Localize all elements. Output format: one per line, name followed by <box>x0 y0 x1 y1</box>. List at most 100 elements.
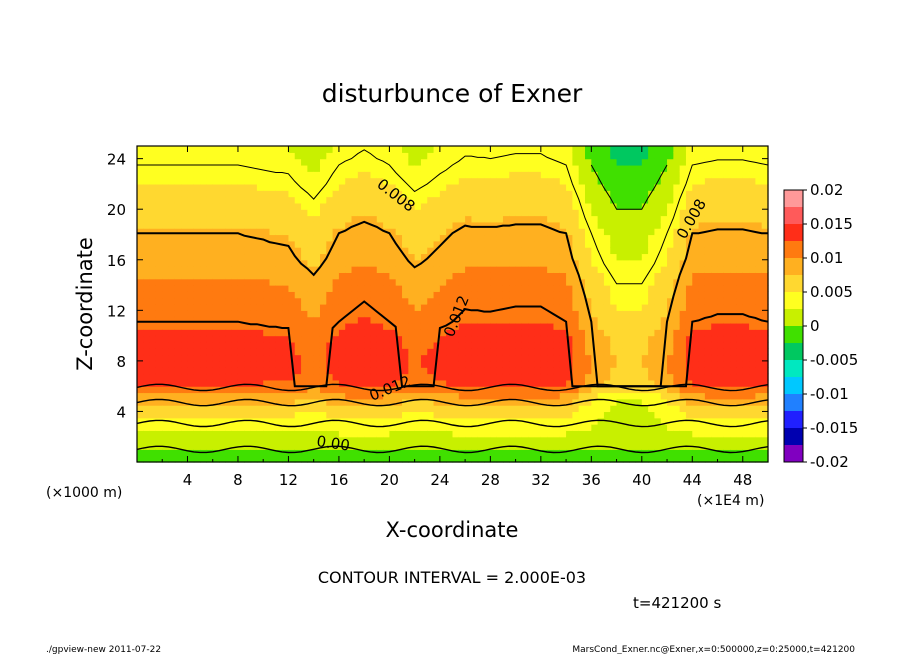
heatmap-cell <box>597 297 605 305</box>
heatmap-cell <box>307 196 315 204</box>
heatmap-cell <box>206 304 214 311</box>
heatmap-cell <box>395 152 403 160</box>
heatmap-cell <box>717 240 725 248</box>
heatmap-cell <box>471 278 479 286</box>
heatmap-cell <box>364 297 372 305</box>
heatmap-cell <box>338 221 346 229</box>
heatmap-cell <box>654 171 662 179</box>
heatmap-cell <box>566 373 573 381</box>
heatmap-cell <box>679 146 687 153</box>
heatmap-cell <box>622 158 630 166</box>
heatmap-cell <box>345 202 353 210</box>
heatmap-cell <box>395 190 403 198</box>
heatmap-cell <box>610 449 618 457</box>
heatmap-cell <box>446 253 454 261</box>
heatmap-cell <box>237 278 245 286</box>
heatmap-cell <box>427 360 435 368</box>
heatmap-cell <box>237 297 245 305</box>
heatmap-cell <box>616 285 624 292</box>
heatmap-cell <box>376 455 384 463</box>
heatmap-cell <box>585 202 592 210</box>
heatmap-cell <box>187 152 195 160</box>
heatmap-cell <box>610 354 618 362</box>
heatmap-cell <box>319 215 327 223</box>
heatmap-cell <box>168 360 176 368</box>
heatmap-cell <box>225 278 233 286</box>
heatmap-cell <box>578 259 586 267</box>
heatmap-cell <box>439 272 447 280</box>
heatmap-cell <box>231 171 239 179</box>
heatmap-cell <box>326 278 334 286</box>
heatmap-cell <box>414 297 422 305</box>
heatmap-cell <box>490 424 498 431</box>
heatmap-cell <box>484 348 491 356</box>
heatmap-cell <box>717 278 725 286</box>
heatmap-cell <box>660 430 668 438</box>
heatmap-cell <box>269 316 277 324</box>
heatmap-cell <box>673 164 681 172</box>
heatmap-cell <box>566 398 573 406</box>
heatmap-cell <box>439 291 447 299</box>
heatmap-cell <box>155 436 163 444</box>
heatmap-cell <box>301 171 308 179</box>
heatmap-cell <box>742 348 750 356</box>
heatmap-cell <box>585 367 592 375</box>
heatmap-cell <box>414 177 422 185</box>
heatmap-cell <box>294 424 302 431</box>
heatmap-cell <box>263 392 271 400</box>
heatmap-cell <box>685 392 693 400</box>
heatmap-cell <box>181 253 189 261</box>
heatmap-cell <box>559 228 567 236</box>
heatmap-cell <box>730 411 738 419</box>
heatmap-cell <box>155 398 163 406</box>
heatmap-cell <box>433 329 441 337</box>
heatmap-cell <box>219 272 226 280</box>
heatmap-cell <box>641 335 649 343</box>
heatmap-cell <box>408 392 416 400</box>
heatmap-cell <box>332 266 340 273</box>
heatmap-cell <box>181 247 189 255</box>
heatmap-cell <box>395 430 403 438</box>
heatmap-cell <box>275 177 283 185</box>
heatmap-cell <box>383 240 390 248</box>
heatmap-cell <box>679 234 687 242</box>
heatmap-cell <box>193 354 201 362</box>
heatmap-cell <box>528 164 536 172</box>
heatmap-cell <box>490 354 498 362</box>
heatmap-cell <box>433 322 441 330</box>
heatmap-cell <box>502 253 510 261</box>
heatmap-cell <box>742 316 750 324</box>
heatmap-cell <box>162 304 170 311</box>
heatmap-cell <box>597 436 605 444</box>
heatmap-cell <box>622 183 630 191</box>
heatmap-cell <box>395 240 403 248</box>
heatmap-cell <box>566 221 573 229</box>
heatmap-cell <box>465 177 473 185</box>
heatmap-cell <box>193 228 201 236</box>
heatmap-cell <box>231 392 239 400</box>
heatmap-cell <box>357 291 365 299</box>
heatmap-cell <box>408 436 416 444</box>
heatmap-cell <box>313 430 321 438</box>
heatmap-cell <box>578 209 586 217</box>
heatmap-cell <box>206 240 214 248</box>
heatmap-cell <box>704 386 712 394</box>
heatmap-cell <box>629 171 637 179</box>
heatmap-cell <box>143 379 151 387</box>
heatmap-cell <box>288 373 296 381</box>
heatmap-cell <box>755 158 763 166</box>
heatmap-cell <box>698 177 706 185</box>
heatmap-cell <box>755 354 763 362</box>
heatmap-cell <box>250 335 258 343</box>
heatmap-cell <box>288 316 296 324</box>
heatmap-cell <box>622 354 630 362</box>
heatmap-cell <box>282 146 290 153</box>
heatmap-cell <box>692 411 700 419</box>
heatmap-cell <box>471 379 479 387</box>
heatmap-cell <box>458 164 466 172</box>
heatmap-cell <box>547 278 555 286</box>
heatmap-cell <box>137 146 144 153</box>
heatmap-cell <box>477 304 485 311</box>
heatmap-cell <box>269 392 277 400</box>
heatmap-cell <box>433 335 441 343</box>
